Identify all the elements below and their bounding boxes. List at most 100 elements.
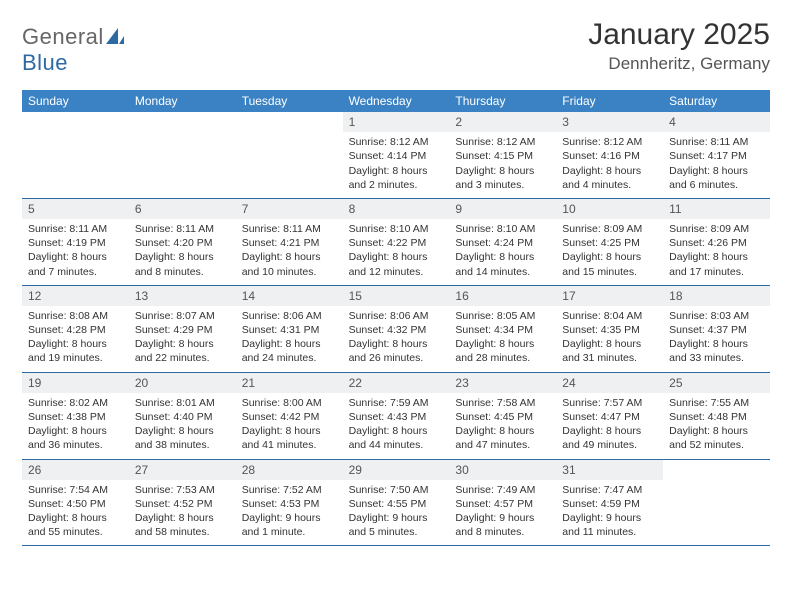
sunrise-text: Sunrise: 8:11 AM <box>669 135 764 149</box>
sunrise-text: Sunrise: 8:06 AM <box>242 309 337 323</box>
sunset-text: Sunset: 4:57 PM <box>455 497 550 511</box>
sunset-text: Sunset: 4:45 PM <box>455 410 550 424</box>
day-content: Sunrise: 8:11 AMSunset: 4:21 PMDaylight:… <box>236 219 343 285</box>
day-cell: 11Sunrise: 8:09 AMSunset: 4:26 PMDayligh… <box>663 199 770 285</box>
sunset-text: Sunset: 4:35 PM <box>562 323 657 337</box>
day-cell <box>22 112 129 198</box>
sunset-text: Sunset: 4:32 PM <box>349 323 444 337</box>
day-number: 17 <box>556 286 663 306</box>
daylight-text: Daylight: 8 hours and 8 minutes. <box>135 250 230 278</box>
day-cell: 18Sunrise: 8:03 AMSunset: 4:37 PMDayligh… <box>663 286 770 372</box>
sunrise-text: Sunrise: 8:12 AM <box>455 135 550 149</box>
sunrise-text: Sunrise: 7:50 AM <box>349 483 444 497</box>
sunset-text: Sunset: 4:42 PM <box>242 410 337 424</box>
daylight-text: Daylight: 8 hours and 36 minutes. <box>28 424 123 452</box>
daylight-text: Daylight: 8 hours and 47 minutes. <box>455 424 550 452</box>
day-number: 29 <box>343 460 450 480</box>
sunset-text: Sunset: 4:43 PM <box>349 410 444 424</box>
day-content: Sunrise: 8:12 AMSunset: 4:15 PMDaylight:… <box>449 132 556 198</box>
day-number: 8 <box>343 199 450 219</box>
logo-blue: Blue <box>22 50 68 75</box>
day-content: Sunrise: 7:59 AMSunset: 4:43 PMDaylight:… <box>343 393 450 459</box>
day-content: Sunrise: 8:12 AMSunset: 4:16 PMDaylight:… <box>556 132 663 198</box>
daylight-text: Daylight: 8 hours and 52 minutes. <box>669 424 764 452</box>
sunrise-text: Sunrise: 8:10 AM <box>455 222 550 236</box>
sunrise-text: Sunrise: 8:09 AM <box>669 222 764 236</box>
daylight-text: Daylight: 8 hours and 33 minutes. <box>669 337 764 365</box>
day-number: 2 <box>449 112 556 132</box>
day-cell <box>236 112 343 198</box>
day-cell: 15Sunrise: 8:06 AMSunset: 4:32 PMDayligh… <box>343 286 450 372</box>
sunrise-text: Sunrise: 8:03 AM <box>669 309 764 323</box>
day-cell: 30Sunrise: 7:49 AMSunset: 4:57 PMDayligh… <box>449 460 556 546</box>
sunset-text: Sunset: 4:14 PM <box>349 149 444 163</box>
day-cell: 14Sunrise: 8:06 AMSunset: 4:31 PMDayligh… <box>236 286 343 372</box>
day-cell: 4Sunrise: 8:11 AMSunset: 4:17 PMDaylight… <box>663 112 770 198</box>
day-content: Sunrise: 8:11 AMSunset: 4:20 PMDaylight:… <box>129 219 236 285</box>
sunset-text: Sunset: 4:31 PM <box>242 323 337 337</box>
day-number: 6 <box>129 199 236 219</box>
logo: GeneralBlue <box>22 24 126 76</box>
header: GeneralBlue January 2025 Dennheritz, Ger… <box>22 18 770 76</box>
sunrise-text: Sunrise: 7:59 AM <box>349 396 444 410</box>
day-number: 12 <box>22 286 129 306</box>
day-number: 13 <box>129 286 236 306</box>
sunrise-text: Sunrise: 7:52 AM <box>242 483 337 497</box>
day-content: Sunrise: 7:49 AMSunset: 4:57 PMDaylight:… <box>449 480 556 546</box>
sunrise-text: Sunrise: 8:05 AM <box>455 309 550 323</box>
page-title: January 2025 <box>588 18 770 52</box>
day-cell: 27Sunrise: 7:53 AMSunset: 4:52 PMDayligh… <box>129 460 236 546</box>
day-number: 11 <box>663 199 770 219</box>
daylight-text: Daylight: 8 hours and 22 minutes. <box>135 337 230 365</box>
sunrise-text: Sunrise: 8:11 AM <box>28 222 123 236</box>
sunset-text: Sunset: 4:50 PM <box>28 497 123 511</box>
sunrise-text: Sunrise: 8:07 AM <box>135 309 230 323</box>
day-number: 24 <box>556 373 663 393</box>
daylight-text: Daylight: 8 hours and 41 minutes. <box>242 424 337 452</box>
sunrise-text: Sunrise: 8:12 AM <box>349 135 444 149</box>
daylight-text: Daylight: 8 hours and 7 minutes. <box>28 250 123 278</box>
sunset-text: Sunset: 4:48 PM <box>669 410 764 424</box>
daylight-text: Daylight: 8 hours and 2 minutes. <box>349 164 444 192</box>
sunset-text: Sunset: 4:20 PM <box>135 236 230 250</box>
sunset-text: Sunset: 4:59 PM <box>562 497 657 511</box>
day-content: Sunrise: 8:10 AMSunset: 4:24 PMDaylight:… <box>449 219 556 285</box>
sunset-text: Sunset: 4:21 PM <box>242 236 337 250</box>
week-row: 5Sunrise: 8:11 AMSunset: 4:19 PMDaylight… <box>22 199 770 286</box>
daylight-text: Daylight: 8 hours and 55 minutes. <box>28 511 123 539</box>
day-content: Sunrise: 7:58 AMSunset: 4:45 PMDaylight:… <box>449 393 556 459</box>
daylight-text: Daylight: 8 hours and 19 minutes. <box>28 337 123 365</box>
week-row: 12Sunrise: 8:08 AMSunset: 4:28 PMDayligh… <box>22 286 770 373</box>
day-number: 15 <box>343 286 450 306</box>
day-content: Sunrise: 8:07 AMSunset: 4:29 PMDaylight:… <box>129 306 236 372</box>
daylight-text: Daylight: 9 hours and 11 minutes. <box>562 511 657 539</box>
day-number: 27 <box>129 460 236 480</box>
day-number: 5 <box>22 199 129 219</box>
week-row: 1Sunrise: 8:12 AMSunset: 4:14 PMDaylight… <box>22 112 770 199</box>
day-number: 7 <box>236 199 343 219</box>
day-cell: 5Sunrise: 8:11 AMSunset: 4:19 PMDaylight… <box>22 199 129 285</box>
day-cell: 13Sunrise: 8:07 AMSunset: 4:29 PMDayligh… <box>129 286 236 372</box>
day-cell: 22Sunrise: 7:59 AMSunset: 4:43 PMDayligh… <box>343 373 450 459</box>
day-header-cell: Wednesday <box>343 90 450 112</box>
day-content: Sunrise: 8:11 AMSunset: 4:19 PMDaylight:… <box>22 219 129 285</box>
sunset-text: Sunset: 4:22 PM <box>349 236 444 250</box>
daylight-text: Daylight: 8 hours and 38 minutes. <box>135 424 230 452</box>
day-cell: 29Sunrise: 7:50 AMSunset: 4:55 PMDayligh… <box>343 460 450 546</box>
day-content: Sunrise: 8:04 AMSunset: 4:35 PMDaylight:… <box>556 306 663 372</box>
day-header-cell: Sunday <box>22 90 129 112</box>
day-number: 28 <box>236 460 343 480</box>
daylight-text: Daylight: 9 hours and 5 minutes. <box>349 511 444 539</box>
day-cell: 21Sunrise: 8:00 AMSunset: 4:42 PMDayligh… <box>236 373 343 459</box>
sunset-text: Sunset: 4:52 PM <box>135 497 230 511</box>
sunset-text: Sunset: 4:40 PM <box>135 410 230 424</box>
sunrise-text: Sunrise: 8:04 AM <box>562 309 657 323</box>
sunset-text: Sunset: 4:19 PM <box>28 236 123 250</box>
day-number: 30 <box>449 460 556 480</box>
daylight-text: Daylight: 8 hours and 15 minutes. <box>562 250 657 278</box>
daylight-text: Daylight: 8 hours and 14 minutes. <box>455 250 550 278</box>
day-content: Sunrise: 8:08 AMSunset: 4:28 PMDaylight:… <box>22 306 129 372</box>
daylight-text: Daylight: 8 hours and 4 minutes. <box>562 164 657 192</box>
daylight-text: Daylight: 8 hours and 44 minutes. <box>349 424 444 452</box>
sunset-text: Sunset: 4:15 PM <box>455 149 550 163</box>
